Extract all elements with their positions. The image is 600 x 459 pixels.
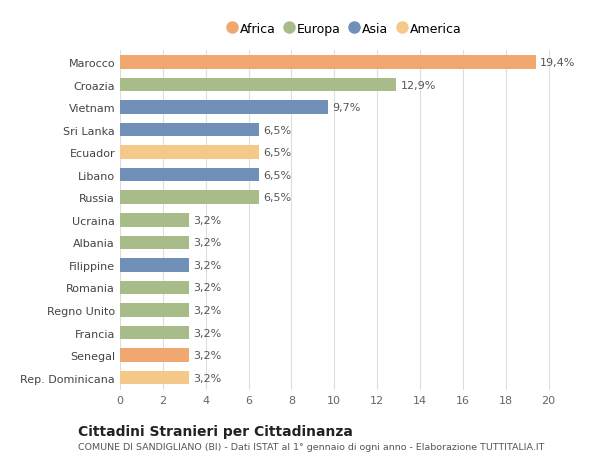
Text: 6,5%: 6,5%: [263, 193, 292, 203]
Text: 19,4%: 19,4%: [540, 58, 575, 68]
Text: 3,2%: 3,2%: [193, 215, 221, 225]
Text: 3,2%: 3,2%: [193, 260, 221, 270]
Text: 6,5%: 6,5%: [263, 170, 292, 180]
Bar: [120, 326, 188, 340]
Text: 6,5%: 6,5%: [263, 125, 292, 135]
Bar: [120, 236, 188, 250]
Bar: [120, 101, 328, 115]
Text: 6,5%: 6,5%: [263, 148, 292, 158]
Bar: [120, 56, 536, 70]
Text: 3,2%: 3,2%: [193, 350, 221, 360]
Text: 3,2%: 3,2%: [193, 283, 221, 293]
Text: 3,2%: 3,2%: [193, 238, 221, 248]
Text: Cittadini Stranieri per Cittadinanza: Cittadini Stranieri per Cittadinanza: [78, 425, 353, 438]
Bar: [120, 258, 188, 272]
Bar: [120, 213, 188, 227]
Text: 3,2%: 3,2%: [193, 373, 221, 383]
Legend: Africa, Europa, Asia, America: Africa, Europa, Asia, America: [225, 19, 465, 40]
Bar: [120, 371, 188, 385]
Bar: [120, 191, 259, 205]
Text: 9,7%: 9,7%: [332, 103, 361, 113]
Text: 12,9%: 12,9%: [401, 80, 436, 90]
Bar: [120, 123, 259, 137]
Bar: [120, 78, 397, 92]
Bar: [120, 281, 188, 295]
Text: 3,2%: 3,2%: [193, 328, 221, 338]
Bar: [120, 348, 188, 362]
Bar: [120, 303, 188, 317]
Bar: [120, 146, 259, 160]
Bar: [120, 168, 259, 182]
Text: 3,2%: 3,2%: [193, 305, 221, 315]
Text: COMUNE DI SANDIGLIANO (BI) - Dati ISTAT al 1° gennaio di ogni anno - Elaborazion: COMUNE DI SANDIGLIANO (BI) - Dati ISTAT …: [78, 442, 544, 451]
